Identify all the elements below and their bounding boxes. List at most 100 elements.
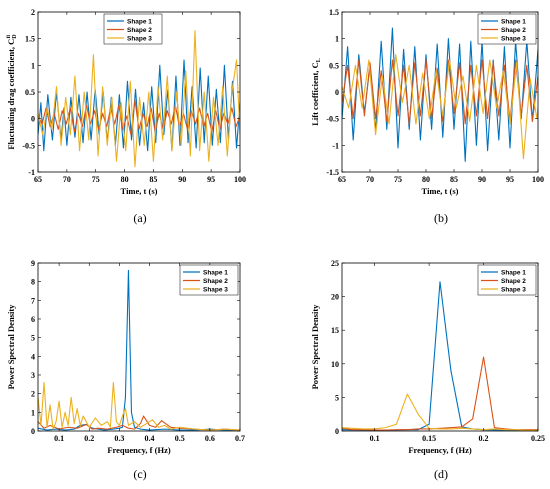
y-axis-title: Fluctuating drag coefficient, CDfl xyxy=(6,34,18,150)
y-tick-label: 10 xyxy=(331,360,339,369)
y-tick-label: 0 xyxy=(31,427,35,436)
series-line-shape-1 xyxy=(342,281,538,431)
legend-label-shape-3: Shape 3 xyxy=(203,286,228,293)
x-tick-label: 75 xyxy=(394,175,402,184)
y-tick-label: 3 xyxy=(31,371,35,380)
series-line-shape-3 xyxy=(38,381,240,431)
series-group xyxy=(38,30,240,168)
legend-label-shape-1: Shape 1 xyxy=(203,269,228,276)
axes-box xyxy=(341,262,539,432)
y-tick-label: 8 xyxy=(31,278,35,287)
x-tick-label: 80 xyxy=(422,175,430,184)
y-axis-title: Power Spectral Density xyxy=(6,304,16,390)
y-tick-label: -1 xyxy=(332,141,339,150)
y-tick-label: 1 xyxy=(335,35,339,44)
y-tick-label: -0.5 xyxy=(326,115,339,124)
y-tick-label: 1 xyxy=(31,408,35,417)
legend-label-shape-1: Shape 1 xyxy=(501,269,526,276)
series-line-shape-3 xyxy=(342,54,538,160)
y-tick-label: 0.5 xyxy=(25,88,35,97)
chart-d: 0.1 0.15 0.2 0.25 0 5 10 15 20 25 Frequency, f (Hz… xyxy=(310,259,545,481)
x-tick-label: 85 xyxy=(450,175,458,184)
x-tick-label: 0.1 xyxy=(54,434,64,443)
legend-label-shape-2: Shape 2 xyxy=(501,27,526,34)
subfigure-caption: (b) xyxy=(434,211,448,225)
y-tick-label: 1 xyxy=(31,61,35,70)
y-tick-label: -0.5 xyxy=(22,141,35,150)
series-line-shape-3 xyxy=(342,393,538,431)
x-tick-label: 0.5 xyxy=(175,434,185,443)
legend-label-shape-2: Shape 2 xyxy=(501,278,526,285)
x-tick-label: 95 xyxy=(207,175,215,184)
x-axis-title: Frequency, f (Hz) xyxy=(408,445,472,455)
y-tick-label: 20 xyxy=(331,293,339,302)
series-line-shape-2 xyxy=(342,356,538,431)
y-tick-label: 2 xyxy=(31,8,35,17)
legend-label-shape-3: Shape 3 xyxy=(127,35,152,42)
x-tick-label: 0.1 xyxy=(370,434,380,443)
y-tick-label: 6 xyxy=(31,315,35,324)
series-line-shape-3 xyxy=(38,30,240,168)
series-group xyxy=(342,27,538,162)
y-tick-label: 15 xyxy=(331,326,339,335)
x-tick-label: 0.3 xyxy=(114,434,124,443)
y-tick-label: 2 xyxy=(31,390,35,399)
y-tick-label: 1.5 xyxy=(329,8,339,17)
y-tick-label: 0.5 xyxy=(329,61,339,70)
x-axis-title: Time, t (s) xyxy=(422,186,459,196)
x-tick-label: 80 xyxy=(121,175,129,184)
x-tick-label: 0.15 xyxy=(422,434,436,443)
y-tick-label: 0 xyxy=(335,88,339,97)
x-tick-label: 90 xyxy=(478,175,486,184)
y-tick-label: 9 xyxy=(31,259,35,268)
x-tick-label: 0.2 xyxy=(84,434,94,443)
legend-label-shape-2: Shape 2 xyxy=(203,278,228,285)
x-tick-label: 100 xyxy=(532,175,544,184)
chart-a: 65 70 75 80 85 90 95 100 -1 -0.5 0 0.5 1 1.5 2 Time, t … xyxy=(6,8,246,225)
x-tick-label: 70 xyxy=(63,175,71,184)
x-tick-label: 65 xyxy=(34,175,42,184)
subfigure-caption: (a) xyxy=(133,211,146,225)
y-tick-label: 0 xyxy=(31,115,35,124)
legend-label-shape-1: Shape 1 xyxy=(501,18,526,25)
chart-b: 65 70 75 80 85 90 95 100 -1.5 -1 -0.5 0 0.5 1 1.5 Time,… xyxy=(310,8,544,225)
legend-label-shape-3: Shape 3 xyxy=(501,286,526,293)
chart-c: 0.1 0.2 0.3 0.4 0.5 0.6 0.7 0 1 2 3 4 5 6 7 8 9 Frequency… xyxy=(6,259,245,481)
subfigure-caption: (c) xyxy=(133,467,146,481)
legend-label-shape-2: Shape 2 xyxy=(127,27,152,34)
y-tick-label: -1.5 xyxy=(326,168,339,177)
x-axis-title: Frequency, f (Hz) xyxy=(107,445,171,455)
x-tick-label: 0.7 xyxy=(235,434,245,443)
x-tick-label: 0.6 xyxy=(205,434,215,443)
legend-label-shape-1: Shape 1 xyxy=(127,18,152,25)
y-tick-label: 25 xyxy=(331,259,339,268)
x-tick-label: 100 xyxy=(234,175,246,184)
series-group xyxy=(342,281,538,431)
x-tick-label: 0.25 xyxy=(531,434,545,443)
axes-box xyxy=(37,262,241,432)
x-tick-label: 0.2 xyxy=(479,434,489,443)
x-tick-label: 95 xyxy=(506,175,514,184)
y-axis-title: Lift coefficient, CL xyxy=(310,58,322,126)
y-tick-label: -1 xyxy=(28,168,35,177)
x-tick-label: 65 xyxy=(338,175,346,184)
x-tick-label: 0.4 xyxy=(145,434,155,443)
legend-label-shape-3: Shape 3 xyxy=(501,35,526,42)
y-tick-label: 0 xyxy=(335,427,339,436)
x-axis-title: Time, t (s) xyxy=(121,186,158,196)
y-tick-label: 1.5 xyxy=(25,35,35,44)
y-axis-title: Power Spectral Density xyxy=(310,304,320,390)
y-tick-label: 5 xyxy=(31,334,35,343)
x-tick-label: 70 xyxy=(366,175,374,184)
x-tick-label: 85 xyxy=(149,175,157,184)
y-tick-label: 4 xyxy=(31,352,35,361)
x-tick-label: 90 xyxy=(178,175,186,184)
subfigure-caption: (d) xyxy=(434,467,448,481)
y-tick-label: 5 xyxy=(335,393,339,402)
y-tick-label: 7 xyxy=(31,296,35,305)
